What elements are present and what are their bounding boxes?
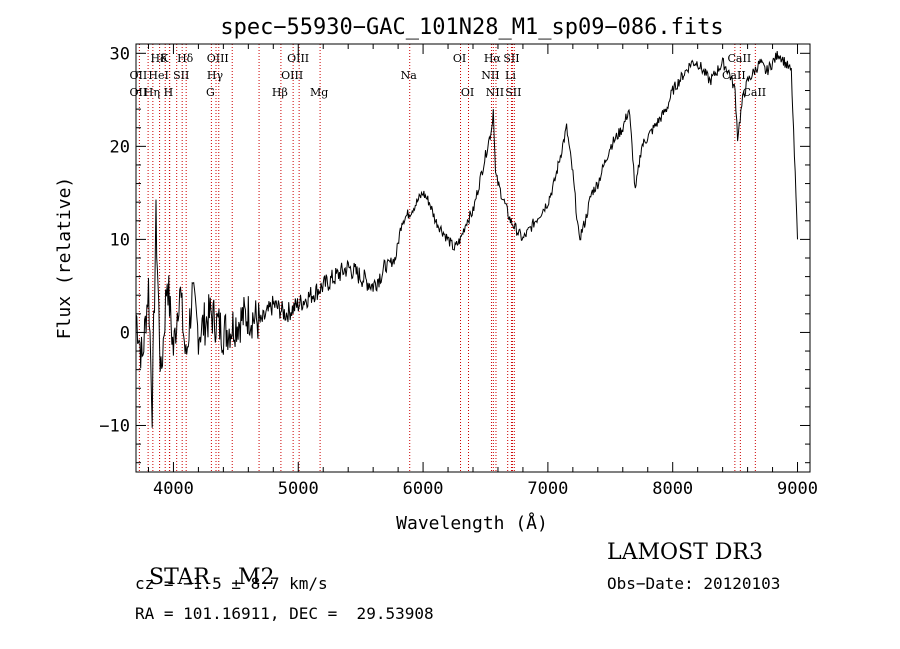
y-tick-label: 10 — [110, 230, 130, 250]
chart-title: spec−55930−GAC_101N28_M1_sp09−086.fits — [220, 15, 723, 40]
marker-label: NII — [486, 86, 504, 99]
marker-label: OIII — [281, 69, 303, 82]
emission-line-markers — [138, 44, 756, 472]
y-axis-label: Flux (relative) — [54, 177, 75, 340]
marker-label: OI — [461, 86, 474, 99]
plot-frame — [135, 43, 811, 473]
marker-label: HeI — [148, 69, 168, 82]
x-tick-label: 9000 — [777, 479, 818, 499]
marker-label: G — [206, 86, 215, 99]
marker-label: Hα — [484, 52, 502, 65]
flux-line — [135, 51, 798, 428]
x-tick-label: 4000 — [153, 479, 194, 499]
marker-label: Hη — [144, 86, 160, 99]
marker-label: OI — [453, 52, 466, 65]
x-tick-label: 7000 — [527, 479, 568, 499]
marker-label: OIII — [207, 52, 229, 65]
marker-label: SII — [503, 52, 519, 65]
coordinates-text: RA = 101.16911, DEC = 29.53908 — [135, 604, 434, 623]
marker-label: SII — [173, 69, 189, 82]
class-value: STAR — [149, 565, 210, 590]
marker-label: Hγ — [207, 69, 224, 82]
marker-label: H — [164, 86, 174, 99]
x-tick-label: 6000 — [403, 479, 444, 499]
marker-label: OII — [130, 86, 148, 99]
subclass-value: M2 — [237, 565, 275, 590]
marker-label: Na — [401, 69, 418, 82]
flux-series — [135, 51, 798, 428]
marker-label: NII — [481, 69, 499, 82]
x-axis-ticks: 4000 5000 6000 7000 8000 9000 — [147, 44, 818, 499]
redshift-text: cz = −1.5 ± 8.7 km/s — [135, 574, 328, 593]
marker-label: Li — [505, 69, 516, 82]
x-axis-label: Wavelength (Å) — [396, 512, 548, 534]
marker-label: CaII — [722, 69, 746, 82]
x-tick-label: 8000 — [652, 479, 693, 499]
y-tick-label: 20 — [110, 137, 130, 157]
marker-label: Hδ — [177, 52, 194, 65]
marker-label: CaII — [742, 86, 766, 99]
survey-name: LAMOST DR3 — [607, 540, 763, 565]
x-tick-label: 5000 — [278, 479, 319, 499]
y-tick-label: 30 — [110, 44, 130, 64]
marker-label: K — [160, 52, 169, 65]
y-tick-label: 0 — [120, 323, 130, 343]
obs-date-text: Obs−Date: 20120103 — [607, 574, 781, 593]
marker-label: SII — [505, 86, 521, 99]
marker-label: CaII — [728, 52, 752, 65]
object-class: STAR M2 — [135, 540, 275, 590]
y-axis-ticks: −10 0 10 20 30 — [99, 44, 810, 464]
marker-label: OII — [130, 69, 148, 82]
marker-label: Hβ — [272, 86, 288, 99]
marker-label: OIII — [287, 52, 309, 65]
marker-label: Hδ — [150, 52, 167, 65]
y-tick-label: −10 — [99, 416, 130, 436]
marker-label: Mg — [310, 86, 328, 99]
